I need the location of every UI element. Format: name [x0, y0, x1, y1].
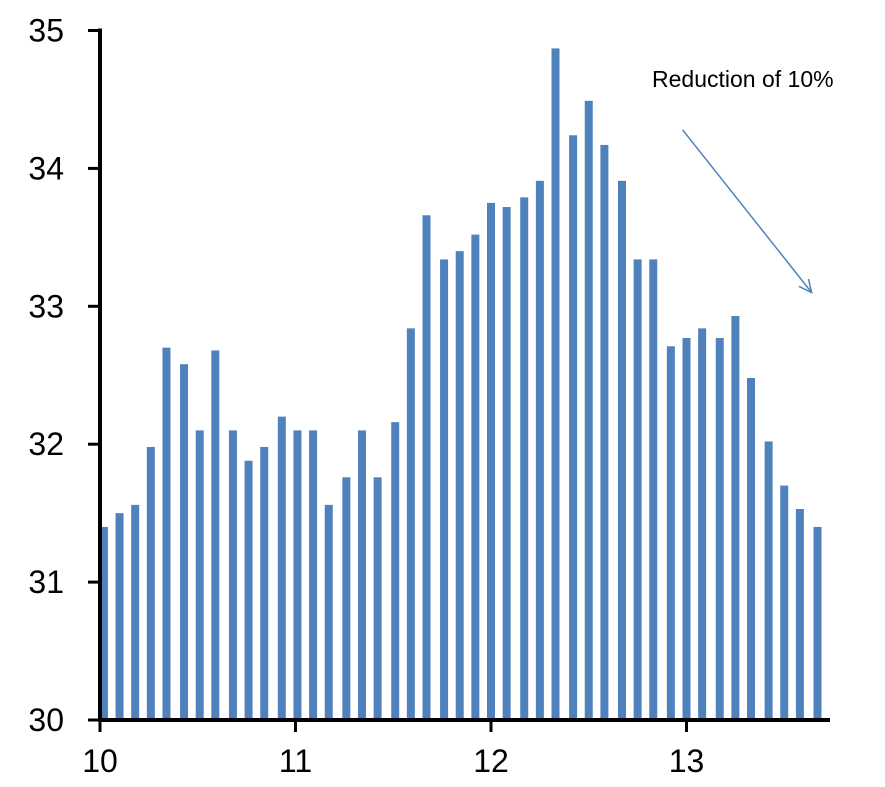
bar: [633, 259, 642, 720]
bar: [406, 328, 415, 720]
annotation-label: Reduction of 10%: [652, 66, 834, 92]
bar: [551, 48, 560, 721]
bar: [99, 526, 108, 720]
bar: [373, 477, 382, 720]
x-tick-label: 12: [473, 743, 509, 779]
bar: [471, 234, 480, 720]
bar: [502, 207, 511, 720]
bar: [649, 259, 658, 720]
bar: [195, 430, 204, 720]
bar: [277, 416, 286, 720]
bar: [211, 350, 220, 720]
x-tick-label: 11: [279, 743, 312, 779]
bar: [391, 422, 400, 720]
bar: [698, 328, 707, 720]
tick-labels-layer: 30 31 32 33 34 35 10 11 12 13: [28, 13, 704, 780]
bar: [666, 346, 675, 720]
bar: [309, 430, 318, 720]
bars-layer: [99, 48, 822, 721]
y-tick-label: 31: [28, 564, 64, 600]
bar: [440, 259, 449, 720]
bar: [780, 485, 789, 720]
bar: [260, 446, 269, 720]
x-tick-label: 13: [669, 743, 705, 779]
bar: [569, 135, 578, 721]
bar: [731, 315, 740, 720]
y-tick-label: 30: [28, 702, 64, 738]
bar: [342, 477, 351, 720]
bar: [455, 251, 464, 720]
bar: [795, 509, 804, 720]
bar: [180, 364, 189, 720]
bar: [617, 180, 626, 720]
y-tick-label: 34: [28, 150, 64, 186]
bar: [747, 378, 756, 720]
bar: [293, 430, 302, 720]
bar: [146, 446, 155, 720]
bar: [715, 338, 724, 720]
bar: [131, 504, 140, 720]
y-tick-label: 33: [28, 288, 64, 324]
bar: [600, 144, 609, 720]
bar: [162, 347, 171, 720]
bar: [228, 430, 237, 720]
bar: [115, 513, 124, 720]
x-tick-label: 10: [82, 743, 118, 779]
bar: [813, 526, 822, 720]
annotation-layer: Reduction of 10%: [652, 66, 834, 294]
bar: [535, 180, 544, 720]
bar: [422, 215, 431, 721]
annotation-arrowhead: [798, 278, 813, 294]
bar: [520, 197, 529, 721]
bar: [584, 100, 593, 720]
axes-layer: [88, 28, 830, 732]
bar: [487, 202, 495, 721]
y-tick-label: 32: [28, 426, 64, 462]
bar: [764, 441, 773, 720]
bar: [682, 338, 691, 720]
bar: [357, 430, 366, 720]
y-tick-label: 35: [28, 13, 64, 49]
bar: [324, 504, 333, 720]
annotation-arrow-line: [682, 129, 813, 293]
bar: [244, 460, 253, 720]
